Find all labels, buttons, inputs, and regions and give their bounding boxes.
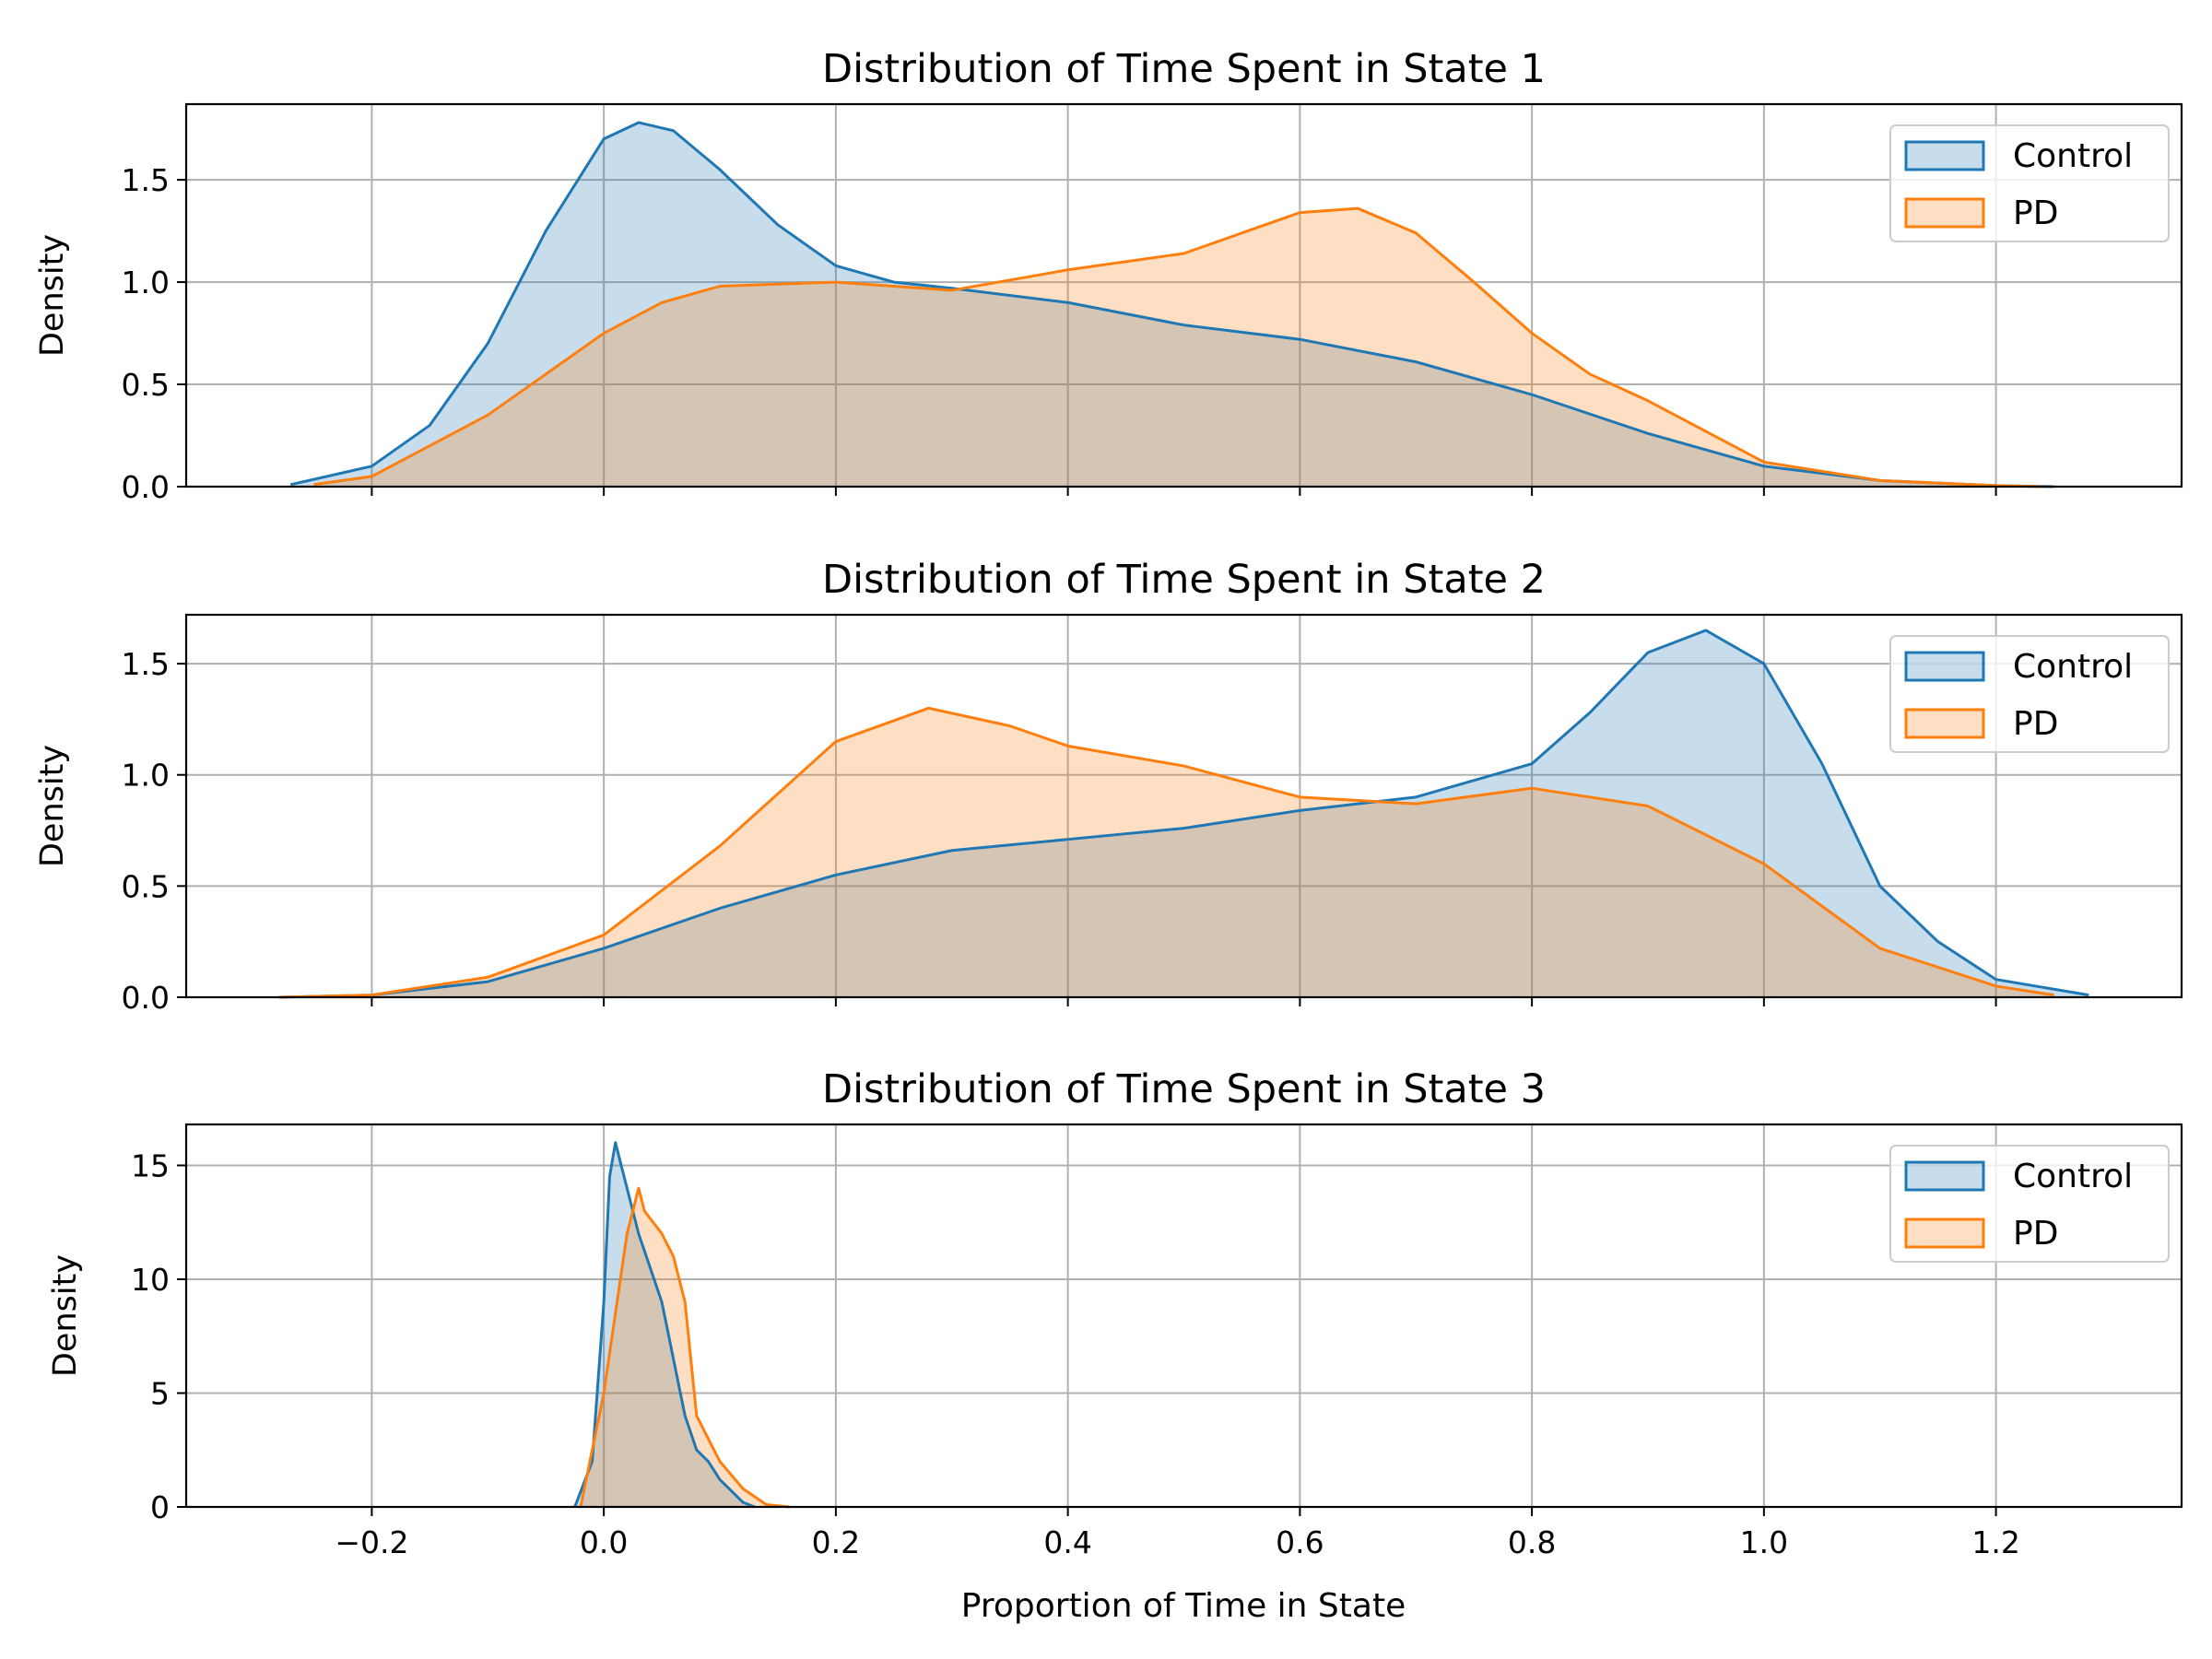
legend-swatch-pd [1904, 708, 1985, 739]
y-tick-label: 0.0 [122, 469, 170, 505]
x-tick-label: 0.8 [1508, 1524, 1556, 1560]
y-tick-label: 10 [131, 1262, 170, 1298]
x-tick-label: 0.6 [1276, 1524, 1324, 1560]
legend-box [1889, 1145, 2170, 1263]
y-tick-label: 5 [150, 1375, 170, 1411]
density-line-pd [579, 1186, 790, 1509]
y-tick-label: 1.0 [122, 265, 170, 300]
chart-panel-3: −0.2 0.0 0.2 0.4 0.6 0.8 1.0 1.2 0 5 10 15 Distribut… [47, 1066, 2183, 1560]
x-tick-label: 0.0 [580, 1524, 628, 1560]
y-tick-label: 15 [131, 1147, 170, 1183]
y-tick-label: 1.5 [122, 162, 170, 198]
y-tick-label: 0 [150, 1489, 170, 1525]
x-tick-label: 1.0 [1740, 1524, 1788, 1560]
chart-panel-1: 0.0 0.5 1.0 1.5 Distribution of Time Spent i… [34, 46, 2183, 505]
legend-box [1889, 635, 2170, 753]
plot-area [186, 615, 2182, 997]
chart-title: Distribution of Time Spent in State 3 [822, 1066, 1546, 1112]
legend-label-control: Control [2013, 137, 2133, 175]
y-axis-label: Density [34, 745, 71, 867]
density-line-pd [278, 706, 2054, 999]
x-tick-label: 1.2 [1971, 1524, 2019, 1560]
density-fill-pd [313, 208, 2042, 487]
plot-area [186, 1124, 2182, 1507]
y-tick-label: 0.5 [122, 868, 170, 904]
x-tick-label: 0.4 [1043, 1524, 1091, 1560]
legend-label-control: Control [2013, 648, 2133, 686]
x-axis-label: Proportion of Time in State [961, 1587, 1406, 1625]
legend-label-pd: PD [2013, 705, 2058, 743]
density-fill-control [574, 1142, 755, 1507]
y-tick-label: 0.0 [122, 980, 170, 1016]
axes-frame [184, 613, 2183, 999]
legend-swatch-pd [1904, 197, 1985, 229]
density-fill-pd [278, 708, 2054, 997]
legend-swatch-control [1904, 1160, 1985, 1192]
density-line-control [278, 629, 2089, 999]
legend-swatch-control [1904, 651, 1985, 682]
legend: Control PD [1889, 124, 2170, 242]
density-line-control [289, 121, 2054, 488]
chart-panel-2: 0.0 0.5 1.0 1.5 Distribution of Time Spent i… [34, 557, 2183, 1016]
legend-swatch-control [1904, 140, 1985, 171]
chart-title: Distribution of Time Spent in State 2 [822, 557, 1546, 603]
legend-box [1889, 124, 2170, 242]
density-fill-control [290, 122, 2054, 487]
axes-frame [184, 1123, 2183, 1509]
x-tick-label: 0.2 [812, 1524, 860, 1560]
y-axis-label: Density [34, 234, 71, 357]
density-line-pd [313, 206, 2042, 488]
legend-label-pd: PD [2013, 1215, 2058, 1253]
density-fill-pd [580, 1188, 790, 1507]
legend-label-control: Control [2013, 1158, 2133, 1195]
legend-label-pd: PD [2013, 194, 2058, 232]
y-tick-label: 1.5 [122, 646, 170, 682]
x-tick-label: −0.2 [335, 1524, 408, 1560]
legend: Control PD [1889, 1145, 2170, 1263]
y-tick-label: 0.5 [122, 367, 170, 403]
y-axis-label: Density [47, 1254, 84, 1377]
plot-area [186, 104, 2182, 487]
axes-frame [184, 102, 2183, 488]
density-line-control [573, 1141, 756, 1509]
legend: Control PD [1889, 635, 2170, 753]
y-tick-label: 1.0 [122, 758, 170, 794]
legend-swatch-pd [1904, 1218, 1985, 1249]
chart-title: Distribution of Time Spent in State 1 [822, 46, 1546, 92]
